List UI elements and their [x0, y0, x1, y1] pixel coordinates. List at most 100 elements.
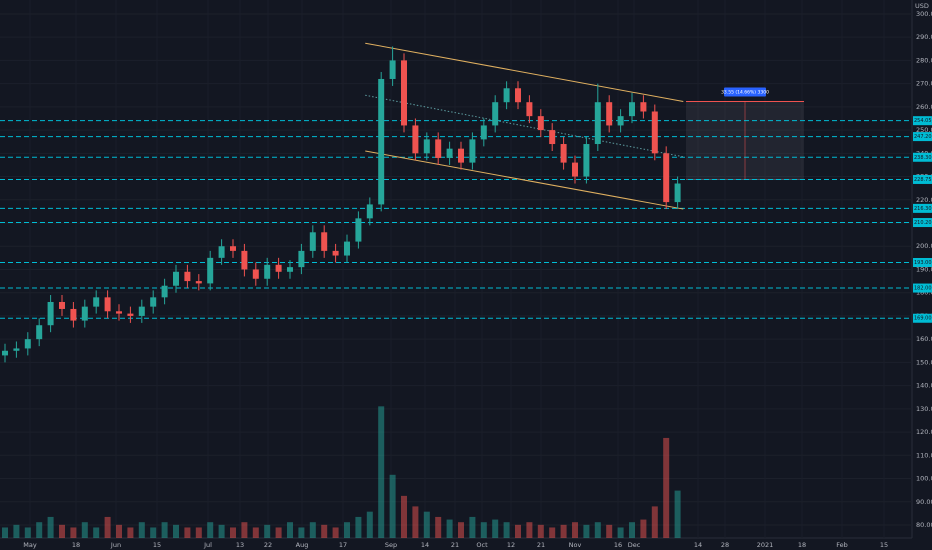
- volume-bar: [81, 522, 88, 538]
- candle-body: [184, 271, 191, 282]
- level-label: 182.00: [914, 286, 932, 292]
- candle-body: [412, 125, 419, 154]
- candle-body: [640, 102, 647, 112]
- candle-body: [423, 139, 430, 154]
- y-tick-label: 270.00: [916, 80, 932, 88]
- candle-body: [264, 264, 271, 279]
- y-tick-label: 120.00: [916, 428, 932, 436]
- volume-bar: [503, 522, 510, 538]
- level-tag: [913, 116, 932, 126]
- y-tick-label: 300.00: [916, 10, 932, 18]
- volume-bar: [515, 524, 521, 538]
- volume-bar: [241, 522, 248, 538]
- y-tick-label: 290.00: [916, 33, 932, 41]
- currency-label: USD: [915, 2, 929, 10]
- volume-bar: [275, 527, 282, 538]
- level-tag: [913, 283, 932, 293]
- candle-body: [207, 257, 214, 284]
- volume-bar: [264, 524, 271, 538]
- x-tick-label: Nov: [569, 541, 582, 549]
- candle-body: [252, 269, 259, 279]
- volume-bar: [674, 490, 681, 538]
- candle-body: [309, 232, 316, 251]
- candle-body: [173, 271, 179, 286]
- x-tick-label: 18: [72, 541, 80, 549]
- volume-bar: [606, 524, 613, 538]
- candle-body: [195, 281, 202, 284]
- candle-body: [81, 306, 88, 321]
- target-label: 33.55 (14.66%) 3300: [721, 90, 769, 96]
- candle-body: [492, 102, 499, 126]
- volume-bar: [526, 522, 533, 538]
- candle-body: [344, 241, 350, 256]
- volume-bar: [389, 474, 396, 538]
- y-tick-label: 150.00: [916, 358, 932, 366]
- volume-bar: [207, 522, 214, 538]
- volume-bar: [560, 524, 567, 538]
- candle-body: [572, 162, 578, 177]
- candle-body: [116, 311, 122, 314]
- x-tick-label: May: [23, 541, 37, 549]
- candle-body: [241, 250, 248, 270]
- candle-body: [298, 250, 305, 268]
- candle-body: [469, 139, 476, 163]
- volume-bar: [629, 522, 635, 538]
- candle-body: [401, 60, 407, 126]
- volume-bar: [127, 527, 134, 538]
- candle-body: [515, 88, 521, 103]
- candle-body: [36, 325, 43, 340]
- candle-body: [127, 313, 134, 316]
- candle-body: [230, 246, 236, 251]
- y-tick-label: 250.00: [916, 126, 932, 134]
- x-tick-label: 14: [694, 541, 702, 549]
- candle-body: [47, 301, 54, 326]
- candle-body: [332, 250, 339, 256]
- candle-body: [366, 204, 373, 219]
- volume-bar: [218, 524, 225, 538]
- volume-bar: [469, 516, 476, 538]
- candle-body: [24, 339, 31, 349]
- level-label: 247.20: [914, 134, 932, 140]
- level-label: 169.00: [914, 316, 932, 322]
- candle-body: [663, 153, 670, 203]
- level-label: 228.75: [914, 177, 932, 183]
- x-tick-label: Aug: [296, 541, 309, 549]
- volume-bar: [161, 522, 168, 538]
- volume-bar: [309, 522, 316, 538]
- candle-body: [446, 148, 453, 158]
- y-tick-label: 190.00: [916, 265, 932, 273]
- volume-bar: [252, 527, 259, 538]
- candle-body: [378, 78, 385, 205]
- y-tick-label: 200.00: [916, 242, 932, 250]
- candle-body: [480, 125, 487, 140]
- y-tick-label: 140.00: [916, 382, 932, 390]
- candle-body: [458, 148, 464, 163]
- level-label: 210.20: [914, 220, 932, 226]
- level-label: 254.05: [914, 118, 932, 124]
- candle-body: [549, 130, 556, 145]
- level-label: 216.30: [914, 206, 932, 212]
- x-tick-label: Jun: [110, 541, 121, 549]
- x-tick-label: 14: [421, 541, 429, 549]
- candle-body: [537, 116, 544, 131]
- volume-bar: [195, 527, 202, 538]
- x-tick-label: 2021: [757, 541, 774, 549]
- x-tick-label: 12: [507, 541, 515, 549]
- candle-body: [138, 306, 145, 316]
- volume-bar: [492, 519, 499, 538]
- candle-body: [435, 139, 442, 158]
- volume-bar: [572, 522, 578, 538]
- volume-bar: [446, 519, 453, 538]
- volume-bar: [104, 516, 111, 538]
- volume-bar: [93, 527, 100, 538]
- y-tick-label: 110.00: [916, 451, 932, 459]
- volume-bar: [24, 527, 31, 538]
- candle-body: [2, 350, 8, 356]
- level-tag: [913, 203, 932, 213]
- candle-body: [560, 144, 567, 163]
- volume-bar: [401, 495, 407, 538]
- candle-body: [629, 102, 635, 117]
- volume-bar: [321, 524, 328, 538]
- volume-bar: [640, 519, 647, 538]
